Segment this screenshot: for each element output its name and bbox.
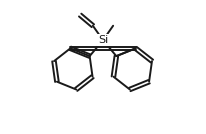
Text: Si: Si [98,35,108,45]
